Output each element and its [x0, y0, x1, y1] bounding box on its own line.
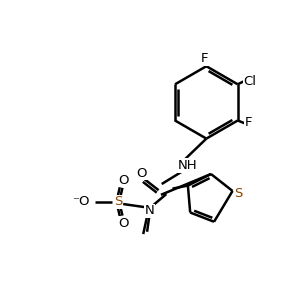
Text: O: O	[119, 174, 129, 187]
Text: ⁻O: ⁻O	[72, 195, 90, 208]
Text: O: O	[137, 167, 147, 180]
Text: S: S	[114, 195, 122, 208]
Text: F: F	[245, 116, 252, 128]
Text: O: O	[119, 217, 129, 230]
Text: N: N	[145, 205, 154, 217]
Text: NH: NH	[178, 159, 198, 172]
Text: F: F	[201, 52, 209, 65]
Text: Cl: Cl	[243, 75, 256, 88]
Text: S: S	[235, 187, 243, 200]
